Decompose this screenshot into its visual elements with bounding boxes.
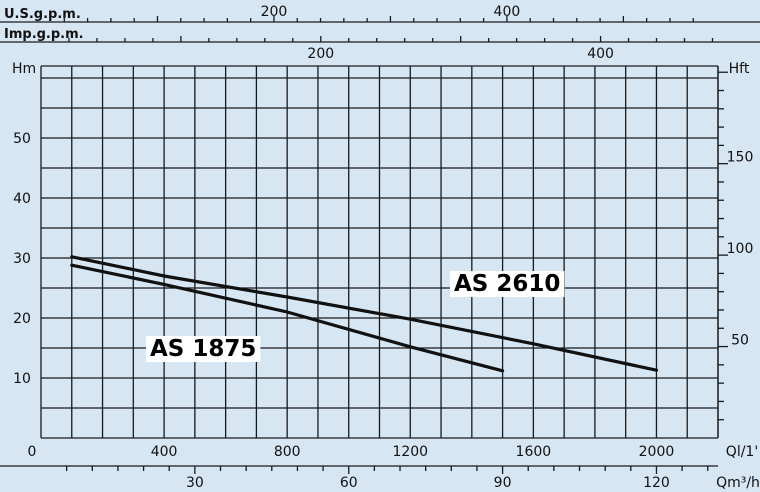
- right-axis-head-ft: Hft 50 100 150: [718, 61, 754, 421]
- impgpm-tick-label: 400: [587, 46, 614, 62]
- series-line-as-1875: [70, 263, 505, 373]
- usgpm-axis-label: U.S.g.p.m.: [4, 7, 81, 22]
- series-line-as-2610: [70, 255, 659, 372]
- curves: [70, 255, 659, 373]
- series-label-as-1875: AS 1875: [150, 336, 256, 362]
- head-m-axis-label: Hm: [12, 61, 36, 77]
- flow-zero-label: 0: [28, 444, 37, 460]
- head-ft-tick-label: 100: [727, 241, 754, 257]
- series-label-backdrop-as-2610: [450, 271, 565, 297]
- head-m-tick-label: 50: [13, 131, 31, 147]
- head-ft-tick-label: 150: [727, 150, 754, 166]
- bottom-axes: 0 400 800 1200 1600 2000 Ql/1' 30 60 90 120 Qm³/h: [0, 444, 760, 491]
- m3h-axis-label: Qm³/h: [716, 475, 760, 491]
- head-m-tick-label: 10: [13, 371, 31, 387]
- flow-lmin-tick-label: 800: [274, 444, 301, 460]
- head-ft-tick-label: 50: [731, 333, 749, 349]
- flow-lmin-axis-label: Ql/1': [726, 444, 758, 460]
- flow-lmin-tick-label: 2000: [639, 444, 675, 460]
- head-m-tick-label: 20: [13, 311, 31, 327]
- flow-lmin-tick-label: 400: [151, 444, 178, 460]
- impgpm-tick-label: 200: [307, 46, 334, 62]
- flow-lmin-tick-label: 1600: [516, 444, 552, 460]
- m3h-tick-label: 60: [340, 475, 358, 491]
- usgpm-tick-label: 200: [261, 4, 288, 20]
- m3h-tick-label: 120: [643, 475, 670, 491]
- usgpm-tick-label: 400: [494, 4, 521, 20]
- series-label-as-2610: AS 2610: [454, 271, 560, 297]
- head-m-tick-label: 40: [13, 191, 31, 207]
- head-m-tick-label: 30: [13, 251, 31, 267]
- top-axes: U.S.g.p.m. Imp.g.p.m. 200 400 200 400: [0, 4, 760, 62]
- impgpm-axis-label: Imp.g.p.m.: [4, 27, 84, 42]
- left-axis-head-m: Hm 10 20 30 40 50: [12, 61, 36, 387]
- grid: [40, 65, 719, 439]
- series-label-backdrop-as-1875: [146, 336, 261, 362]
- head-ft-axis-label: Hft: [729, 61, 750, 77]
- m3h-tick-label: 30: [186, 475, 204, 491]
- m3h-tick-label: 90: [494, 475, 512, 491]
- flow-lmin-tick-label: 1200: [392, 444, 428, 460]
